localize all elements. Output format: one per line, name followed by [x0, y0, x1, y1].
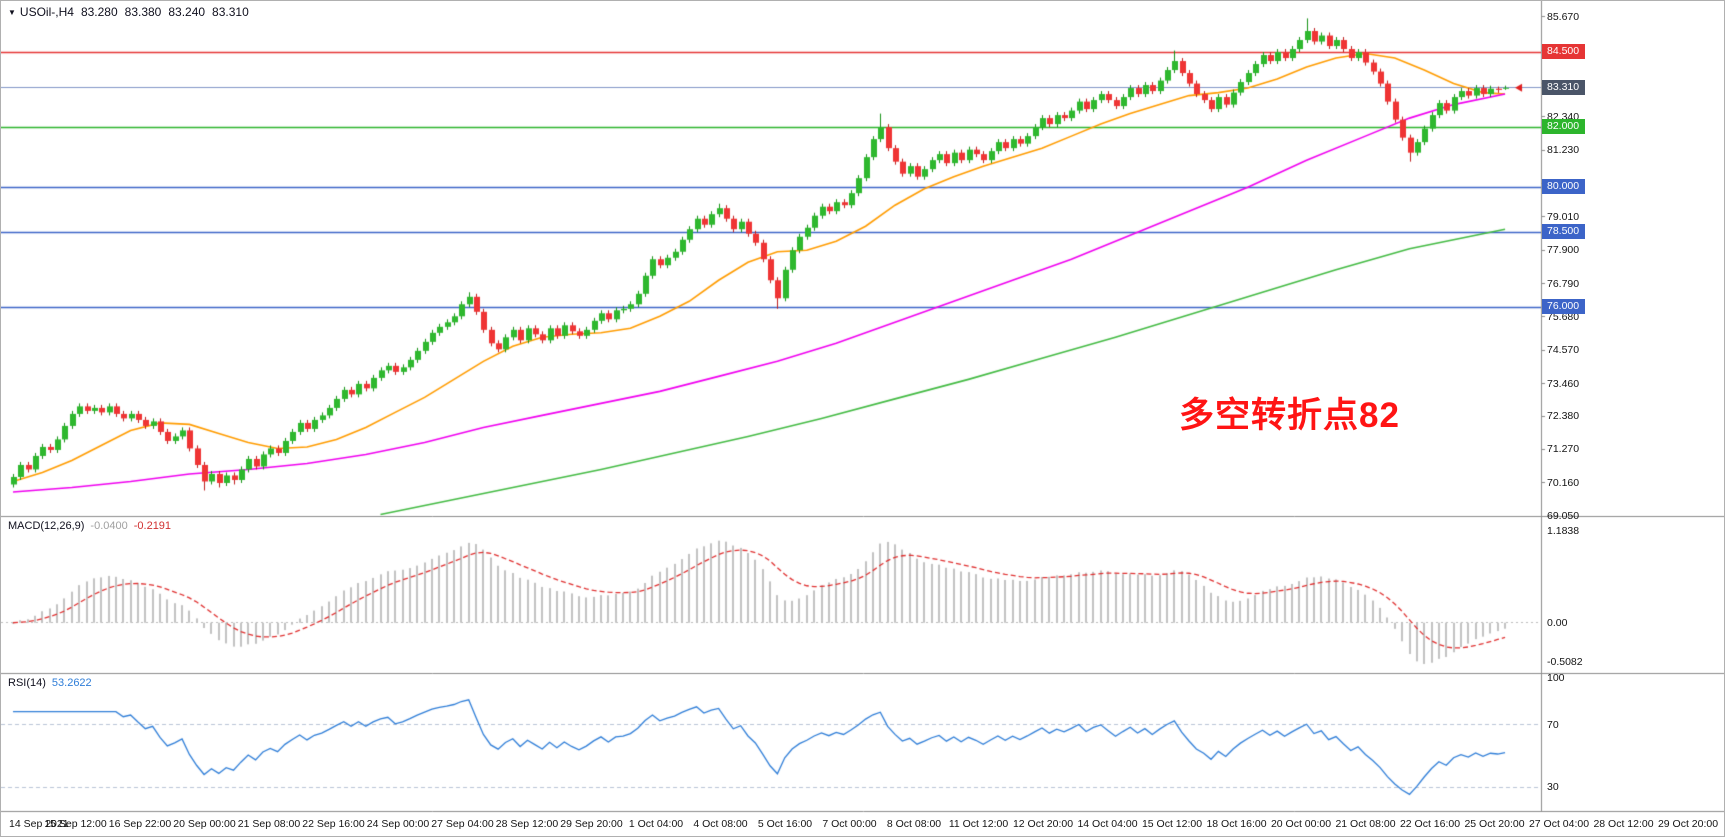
price-axis-label: 72.380 [1547, 410, 1580, 422]
time-axis[interactable]: 14 Sep 2021 15 Sep 12:00 16 Sep 22:00 20 Se… [1, 811, 1724, 836]
level-price-tag: 84.500 [1542, 44, 1586, 60]
rsi-axis-label: 30 [1547, 781, 1559, 794]
level-price-tag: 80.000 [1542, 179, 1586, 195]
time-axis-label: 28 Sep 12:00 [495, 818, 559, 830]
price-axis-label: 69.050 [1547, 510, 1580, 522]
time-axis-label: 5 Oct 16:00 [757, 818, 813, 830]
time-axis-label: 29 Oct 20:00 [1657, 818, 1719, 830]
symbol-dropdown-icon[interactable]: ▼ [8, 8, 16, 17]
rsi-indicator-label: RSI(14) 53.2622 [8, 677, 92, 689]
time-axis-label: 12 Oct 20:00 [1012, 818, 1074, 830]
price-axis-label: 81.230 [1547, 144, 1580, 157]
time-axis-label: 20 Oct 00:00 [1270, 818, 1332, 830]
time-axis-label: 15 Oct 12:00 [1141, 818, 1203, 830]
macd-axis-label: 1.1838 [1547, 525, 1580, 538]
level-price-tag: 78.500 [1542, 224, 1586, 240]
symbol-title: USOil-,H4 [19, 5, 74, 19]
chart-header: ▼ USOil-,H4 83.280 83.380 83.240 83.310 [8, 5, 249, 19]
rsi-value: 53.2622 [51, 677, 92, 689]
ohlc-open: 83.280 [80, 5, 118, 19]
price-axis-label: 73.460 [1547, 377, 1580, 390]
time-axis-label: 11 Oct 12:00 [948, 818, 1009, 830]
price-axis-label: 77.900 [1547, 244, 1580, 257]
time-axis-label: 27 Oct 04:00 [1528, 818, 1590, 830]
time-axis-label: 15 Sep 12:00 [44, 818, 107, 830]
macd-signal-value: -0.2191 [133, 520, 172, 532]
time-axis-label: 29 Sep 20:00 [560, 818, 623, 830]
price-axis-label: 70.160 [1547, 476, 1580, 489]
time-axis-label: 27 Sep 04:00 [431, 818, 494, 830]
rsi-name: RSI(14) [8, 677, 46, 689]
time-axis-label: 18 Oct 16:00 [1206, 818, 1267, 830]
price-axis-label: 85.670 [1547, 10, 1580, 23]
time-axis-label: 22 Oct 16:00 [1399, 818, 1461, 830]
level-price-tag: 82.000 [1542, 119, 1586, 135]
time-axis-label: 8 Oct 08:00 [886, 818, 942, 830]
price-axis-label: 79.010 [1547, 210, 1580, 223]
ohlc-close: 83.310 [212, 5, 249, 19]
time-axis-label: 14 Oct 04:00 [1077, 818, 1138, 830]
ohlc-high: 83.380 [124, 5, 162, 19]
price-axis-label: 71.270 [1547, 443, 1580, 456]
time-axis-label: 4 Oct 08:00 [693, 818, 748, 830]
time-axis-label: 21 Oct 08:00 [1335, 818, 1396, 830]
time-axis-label: 22 Sep 16:00 [302, 818, 365, 830]
annotation-text[interactable]: 多空转折点82 [1179, 396, 1400, 435]
price-axis-label: 74.570 [1547, 344, 1580, 357]
ohlc-low: 83.240 [168, 5, 206, 19]
price-axis-label: 76.790 [1547, 277, 1580, 290]
macd-main-value: -0.0400 [90, 520, 128, 532]
time-axis-label: 7 Oct 00:00 [822, 818, 877, 830]
time-axis-label: 28 Oct 12:00 [1593, 818, 1654, 830]
macd-axis-label: -0.5082 [1547, 656, 1583, 669]
macd-axis-label: 0.00 [1547, 616, 1568, 629]
time-axis-label: 24 Sep 00:00 [366, 818, 430, 830]
time-axis-label: 1 Oct 04:00 [628, 818, 684, 830]
macd-indicator-label: MACD(12,26,9) -0.0400 -0.2191 [8, 520, 171, 532]
time-axis-label: 25 Oct 20:00 [1464, 818, 1525, 830]
time-axis-label: 14 Sep 2021 [9, 818, 69, 830]
current-price-tag: 83.310 [1542, 79, 1586, 95]
level-price-tag: 76.000 [1542, 299, 1586, 315]
time-axis-label: 20 Sep 00:00 [173, 818, 236, 830]
rsi-axis-label: 70 [1547, 718, 1559, 731]
rsi-axis-label: 100 [1547, 671, 1565, 684]
time-axis-label: 21 Sep 08:00 [237, 818, 301, 830]
macd-name: MACD(12,26,9) [8, 520, 85, 532]
time-axis-label: 16 Sep 22:00 [108, 818, 172, 830]
